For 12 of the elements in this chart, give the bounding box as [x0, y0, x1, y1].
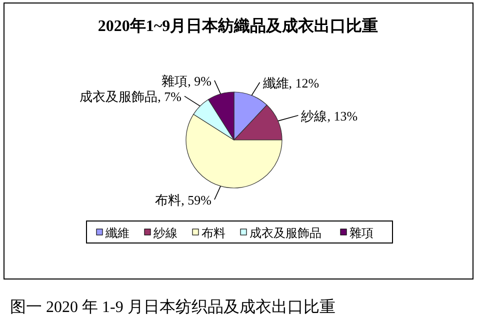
chart-title: 2020年1~9月日本紡織品及成衣出口比重 [98, 17, 378, 35]
legend-label: 雜項 [350, 226, 374, 240]
data-label: 雜項, 9% [162, 73, 212, 88]
data-label: 成衣及服飾品, 7% [80, 89, 182, 104]
legend-label: 成衣及服飾品 [250, 226, 322, 240]
data-label: 布料, 59% [155, 192, 212, 208]
text: 图一 2020 年 1-9 月日本纺织品及成衣出口比重 [10, 298, 336, 316]
data-label: 紗線, 13% [301, 108, 358, 124]
legend-label: 纖維 [104, 226, 130, 240]
legend-label: 紗線 [154, 226, 178, 240]
data-label: 纖維, 12% [262, 75, 320, 90]
legend-label: 布料 [202, 226, 226, 240]
